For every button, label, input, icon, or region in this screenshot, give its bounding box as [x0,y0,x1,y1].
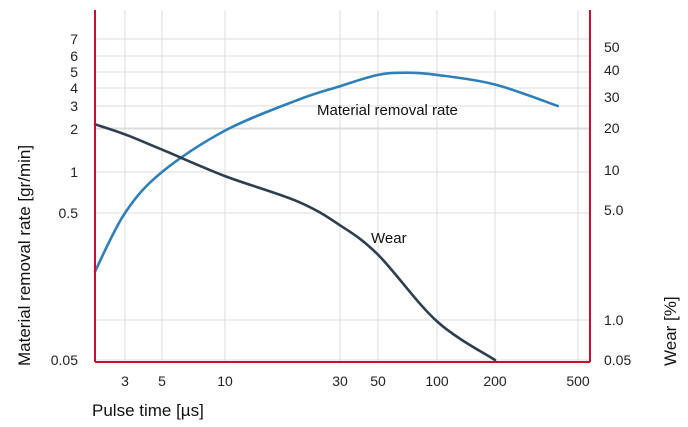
y-axis-right-title: Wear [%] [661,296,680,366]
tick-labels: 3 5 10 30 50 100 200 5000.050.512345670.051.05.… [51,31,632,389]
y-right-tick-label-5.0: 5.0 [604,202,624,218]
y-left-tick-label-1: 1 [70,164,78,180]
y-right-tick-label-20: 20 [604,120,620,136]
x-tick-label-50: 50 [370,373,386,389]
y-left-tick-label-6: 6 [70,48,78,64]
series-label-material-removal-rate: Material removal rate [317,102,458,119]
y-left-tick-label-0.05: 0.05 [51,352,78,368]
y-left-tick-label-0.5: 0.5 [59,205,79,221]
y-axis-left-title: Material removal rate [gr/min] [15,145,34,366]
x-tick-label-3: 3 [121,373,129,389]
y-left-tick-label-4: 4 [70,80,78,96]
y-right-tick-label-50: 50 [604,39,620,55]
grid [95,10,590,362]
x-axis-title: Pulse time [µs] [92,401,204,420]
series-layer [93,71,560,362]
series-line-wear [93,123,497,362]
y-left-tick-label-2: 2 [70,121,78,137]
y-right-tick-label-0.05: 0.05 [604,352,631,368]
y-left-tick-label-3: 3 [70,98,78,114]
y-left-tick-label-5: 5 [70,64,78,80]
x-tick-label-100: 100 [425,373,449,389]
x-tick-label-10: 10 [217,373,233,389]
x-tick-label-5: 5 [158,373,166,389]
series-label-wear: Wear [371,230,407,247]
x-tick-label-200: 200 [483,373,507,389]
y-left-tick-label-7: 7 [70,31,78,47]
y-right-tick-label-1.0: 1.0 [604,312,624,328]
x-tick-label-500: 500 [566,373,590,389]
y-right-tick-label-30: 30 [604,89,620,105]
y-right-tick-label-10: 10 [604,162,620,178]
x-tick-label-30: 30 [332,373,348,389]
axes [94,10,591,363]
y-right-tick-label-40: 40 [604,62,620,78]
series-line-material-removal-rate [93,71,560,273]
